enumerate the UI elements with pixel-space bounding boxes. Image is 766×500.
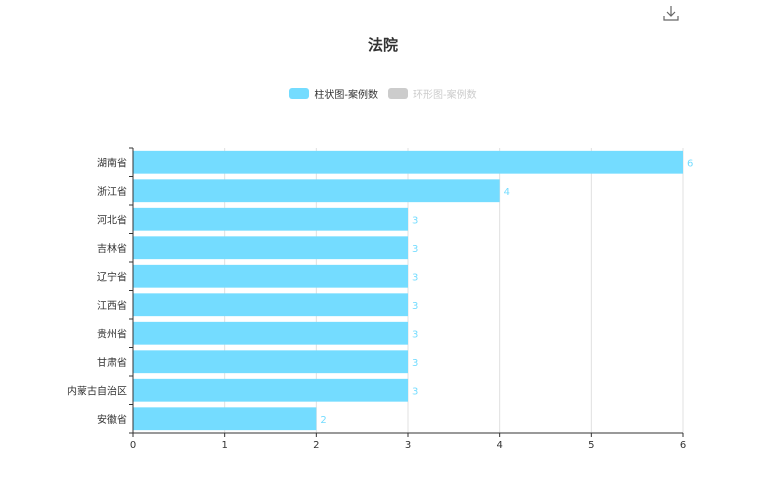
y-tick-label: 甘肃省 <box>97 356 127 369</box>
y-tick-label: 内蒙古自治区 <box>67 384 127 397</box>
data-label: 3 <box>412 272 418 283</box>
data-label: 3 <box>412 301 418 312</box>
bar <box>133 208 408 231</box>
y-tick-label: 辽宁省 <box>97 270 127 283</box>
bar <box>133 322 408 345</box>
y-tick-label: 安徽省 <box>97 413 127 426</box>
y-tick-label: 湖南省 <box>97 156 127 169</box>
bar <box>133 379 408 402</box>
y-tick-label: 吉林省 <box>97 242 127 255</box>
bar <box>133 151 683 174</box>
x-tick-label: 2 <box>313 440 319 451</box>
data-label: 3 <box>412 329 418 340</box>
data-label: 2 <box>320 415 326 426</box>
x-tick-label: 5 <box>588 440 594 451</box>
data-label: 6 <box>687 158 693 169</box>
y-tick-label: 河北省 <box>97 213 127 226</box>
bar <box>133 236 408 259</box>
bar <box>133 179 500 202</box>
x-tick-label: 6 <box>680 440 686 451</box>
bar <box>133 293 408 316</box>
data-label: 4 <box>504 187 510 198</box>
bar <box>133 407 316 430</box>
y-tick-label: 浙江省 <box>97 185 127 198</box>
x-tick-label: 3 <box>405 440 411 451</box>
bar <box>133 265 408 288</box>
y-tick-label: 江西省 <box>97 299 127 312</box>
y-tick-label: 贵州省 <box>97 327 127 340</box>
data-label: 3 <box>412 244 418 255</box>
x-tick-label: 0 <box>130 440 136 451</box>
data-label: 3 <box>412 386 418 397</box>
data-label: 3 <box>412 215 418 226</box>
data-label: 3 <box>412 358 418 369</box>
x-tick-label: 4 <box>496 440 502 451</box>
bar <box>133 350 408 373</box>
x-tick-label: 1 <box>221 440 227 451</box>
